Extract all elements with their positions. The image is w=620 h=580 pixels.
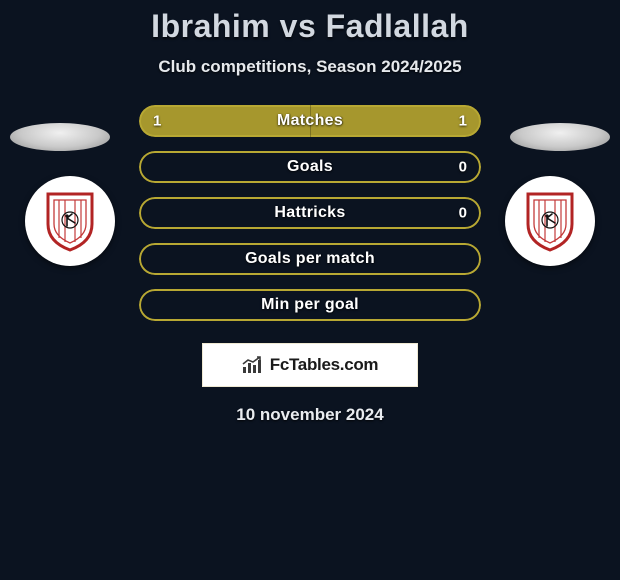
stat-row-matches: 1 1 Matches bbox=[139, 105, 481, 137]
stat-label: Min per goal bbox=[261, 296, 359, 314]
subtitle: Club competitions, Season 2024/2025 bbox=[0, 57, 620, 77]
player-photo-left bbox=[10, 123, 110, 151]
stat-label: Goals bbox=[287, 158, 333, 176]
brand-text: FcTables.com bbox=[270, 355, 379, 375]
stat-label: Goals per match bbox=[245, 250, 375, 268]
stats-list: 1 1 Matches 0 Goals 0 Hattricks Goals per match… bbox=[139, 105, 481, 321]
stat-value-left: 1 bbox=[153, 113, 161, 130]
brand-box[interactable]: FcTables.com bbox=[202, 343, 418, 387]
chart-icon bbox=[242, 356, 264, 374]
stat-row-goals-per-match: Goals per match bbox=[139, 243, 481, 275]
date-label: 10 november 2024 bbox=[0, 405, 620, 425]
stat-value-right: 0 bbox=[459, 205, 467, 222]
stat-row-hattricks: 0 Hattricks bbox=[139, 197, 481, 229]
player-photo-right bbox=[510, 123, 610, 151]
stat-row-min-per-goal: Min per goal bbox=[139, 289, 481, 321]
page-title: Ibrahim vs Fadlallah bbox=[0, 8, 620, 45]
club-badge-left bbox=[25, 176, 115, 266]
shield-icon bbox=[44, 190, 96, 252]
shield-icon bbox=[524, 190, 576, 252]
stat-value-right: 1 bbox=[459, 113, 467, 130]
stat-row-goals: 0 Goals bbox=[139, 151, 481, 183]
stat-label: Hattricks bbox=[274, 204, 345, 222]
stat-label: Matches bbox=[277, 112, 343, 130]
stat-value-right: 0 bbox=[459, 159, 467, 176]
club-badge-right bbox=[505, 176, 595, 266]
